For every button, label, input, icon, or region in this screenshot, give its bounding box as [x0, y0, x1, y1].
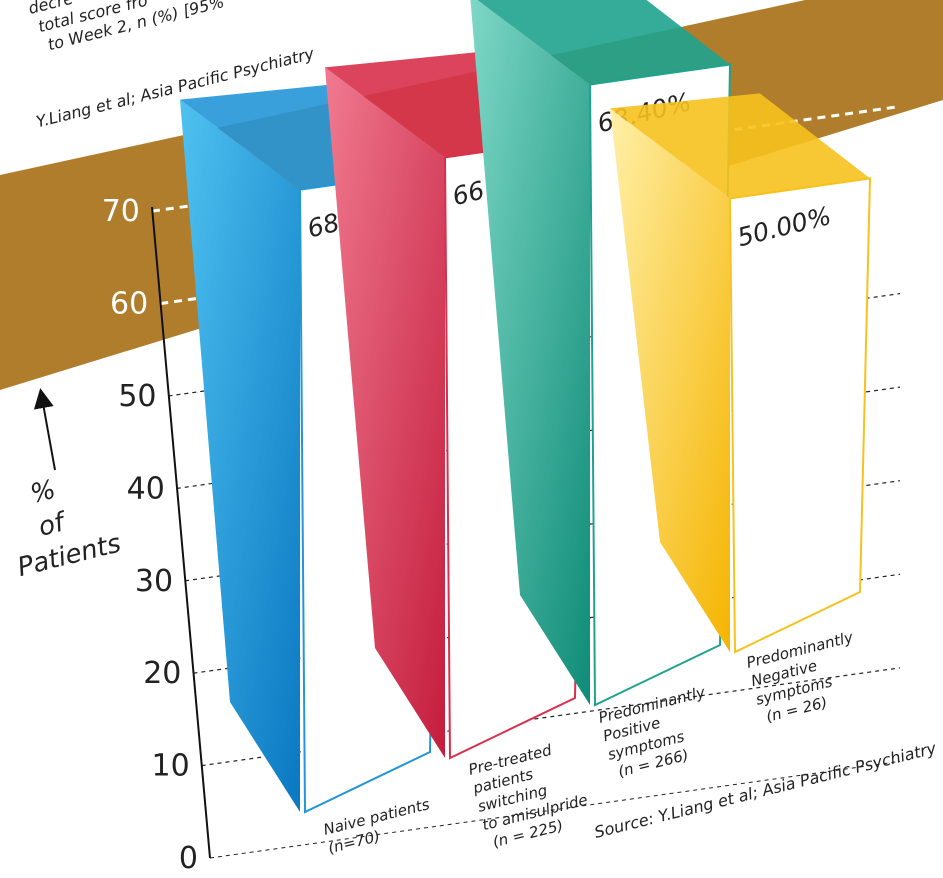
bar-side-3: [610, 108, 730, 652]
y-tick-40: 40: [127, 471, 165, 506]
y-label-arrow: [33, 388, 56, 471]
y-tick-0: 0: [179, 841, 198, 876]
y-label-line-3: Patients: [15, 529, 124, 584]
bar-side-2: [470, 0, 590, 705]
bar-front-3: [728, 177, 872, 654]
bars-group: 68.60%66.20%68.40%50.00%: [180, 0, 872, 814]
y-axis-label: % of Patients: [15, 475, 124, 584]
y-label-line-1: %: [27, 475, 58, 510]
bar-side-1: [325, 67, 445, 759]
bar-3: 50.00%: [610, 93, 872, 654]
y-tick-60: 60: [110, 287, 148, 322]
y-tick-20: 20: [143, 656, 181, 691]
y-axis-line: [151, 206, 211, 859]
bar-top-2: [477, 0, 730, 85]
bar-top-3: [610, 93, 870, 199]
y-tick-50: 50: [118, 379, 156, 414]
y-axis-ticks: 0 10 20 30 40 50 60 70: [102, 194, 198, 876]
category-label-0: Naive patients(n=70): [322, 795, 432, 857]
y-tick-70: 70: [102, 194, 140, 229]
y-label-line-2: of: [36, 507, 71, 543]
bar-side-0: [180, 99, 300, 813]
y-tick-30: 30: [135, 564, 173, 599]
gridline-10: [201, 667, 901, 767]
y-tick-10: 10: [152, 749, 190, 784]
